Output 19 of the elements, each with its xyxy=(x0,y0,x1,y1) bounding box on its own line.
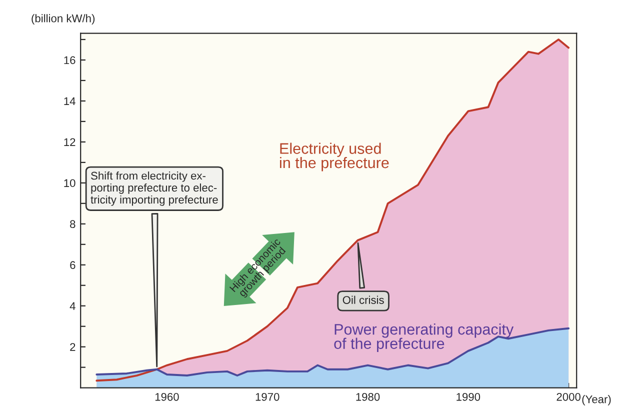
y-tick-label: 10 xyxy=(64,179,76,188)
annotation: Shift from electricity ex- porting prefecture to elec- tricity importing prefecture xyxy=(90,172,218,206)
y-tick-label: 8 xyxy=(70,220,76,228)
x-axis-title: (Year) xyxy=(582,395,611,406)
x-tick-label: 1980 xyxy=(356,392,380,401)
x-tick-label: 1960 xyxy=(155,392,179,401)
y-tick-label: 14 xyxy=(64,97,76,105)
x-tick-label: 2000 xyxy=(556,392,580,401)
x-tick-label: 1970 xyxy=(256,392,280,401)
y-tick-label: 12 xyxy=(64,138,76,146)
series-label: Electricity used in the prefecture xyxy=(280,142,389,172)
y-tick-label: 16 xyxy=(64,56,76,64)
x-tick-label: 1990 xyxy=(456,392,480,401)
series-label: Power generating capacity of the prefecture xyxy=(334,324,514,352)
annotation: Oil crisis xyxy=(342,296,384,304)
y-tick-label: 6 xyxy=(70,261,76,270)
y-tick-label: 2 xyxy=(70,343,76,351)
y-axis-title: (billion kW/h) xyxy=(32,14,95,24)
y-tick-label: 4 xyxy=(70,302,76,310)
